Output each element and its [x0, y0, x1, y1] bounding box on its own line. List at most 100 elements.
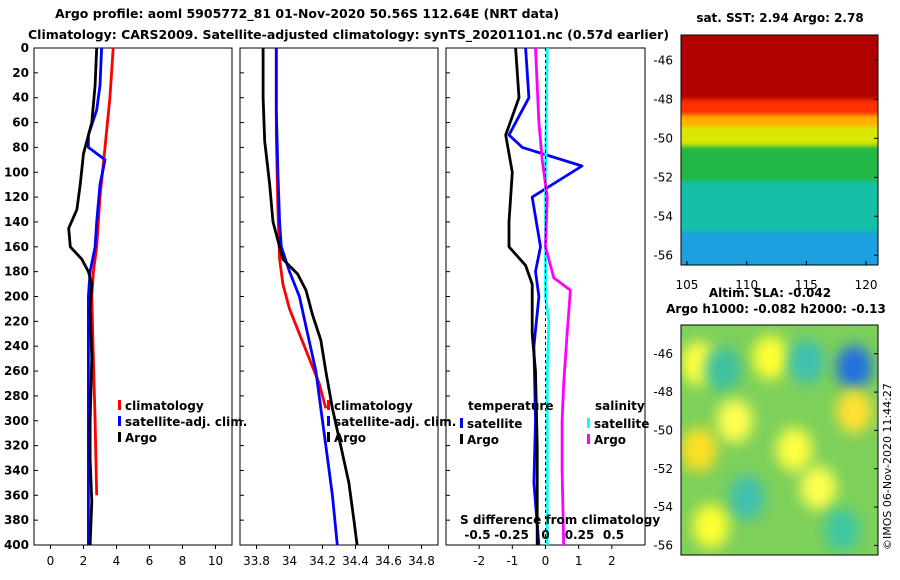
difference-legend-label: satellite	[594, 417, 649, 431]
sst-lon-tick-label: 115	[795, 278, 818, 292]
sst-lon-tick-label: 105	[676, 278, 699, 292]
sst-map-frame	[680, 34, 879, 266]
sst-map-title: sat. SST: 2.94 Argo: 2.78	[696, 11, 863, 25]
sla-lat-tick-label: -50	[653, 423, 673, 437]
temperature-legend-label: climatology	[125, 399, 204, 413]
sla-anomaly-patch	[692, 504, 729, 549]
salinity-legend-label: Argo	[334, 431, 366, 445]
temperature-x-tick-label: 10	[208, 554, 223, 568]
temperature-x-tick-label: 8	[179, 554, 187, 568]
salinity-x-tick-label: 34.2	[309, 554, 336, 568]
difference-legend-temperature-header: temperature	[468, 399, 553, 413]
temperature-legend-swatch	[118, 400, 121, 410]
sla-anomaly-patch	[800, 465, 837, 510]
depth-tick-label: 260	[4, 364, 29, 378]
difference-legend-swatch	[460, 434, 463, 444]
sla-map-frame	[680, 324, 879, 556]
sst-lat-tick-label: -46	[653, 53, 673, 67]
sst-lat-tick-label: -52	[653, 170, 673, 184]
difference-series-line-temperature-argo	[504, 47, 539, 545]
difference-series-line-salinity-argo	[534, 47, 572, 546]
salinity-series-line-climatology	[274, 48, 328, 409]
credit-text: ©IMOS 06-Nov-2020 11:44:27	[881, 383, 894, 550]
sla-lat-tick-label: -56	[653, 538, 673, 552]
temperature-plot-frame	[33, 47, 233, 546]
depth-tick-label: 320	[4, 439, 29, 453]
sst-color-band	[681, 231, 878, 265]
sla-anomaly-patch	[752, 335, 789, 380]
depth-tick-label: 20	[12, 66, 29, 80]
salinity-x-tick-label: 33.8	[243, 554, 270, 568]
difference-x-tick-label: 1	[575, 554, 583, 568]
difference-secondary-tick-label: -0.25	[494, 528, 529, 542]
sla-anomaly-patch	[776, 427, 813, 472]
sla-map-image	[681, 325, 878, 555]
difference-legend-swatch	[587, 434, 590, 444]
depth-tick-label: 140	[4, 215, 29, 229]
depth-tick-label: 280	[4, 389, 29, 403]
sst-lat-tick-label: -48	[653, 92, 673, 106]
depth-tick-label: 180	[4, 265, 29, 279]
temperature-legend-label: Argo	[125, 431, 157, 445]
difference-x-tick-label: -2	[473, 554, 485, 568]
sla-anomaly-patch	[836, 345, 873, 390]
salinity-legend-label: satellite-adj. clim.	[334, 415, 456, 429]
sst-color-band	[681, 35, 878, 108]
salinity-series-line-satellite-adj-clim-	[274, 48, 339, 546]
sla-anomaly-patch	[704, 347, 741, 392]
salinity-plot-frame	[239, 47, 439, 546]
difference-legend-label: satellite	[467, 417, 522, 431]
figure-title-line-2: Climatology: CARS2009. Satellite-adjuste…	[28, 27, 670, 42]
difference-x-tick-label: 2	[608, 554, 616, 568]
sla-lat-tick-label: -46	[653, 347, 673, 361]
temperature-series-line-argo	[67, 47, 99, 546]
sla-anomaly-patch	[836, 389, 873, 434]
sla-lat-tick-label: -52	[653, 462, 673, 476]
depth-tick-label: 220	[4, 314, 29, 328]
salinity-legend-label: climatology	[334, 399, 413, 413]
sla-anomaly-patch	[728, 475, 765, 520]
sla-map-title: Altim. SLA: -0.042	[709, 286, 831, 300]
salinity-legend-swatch	[327, 432, 330, 442]
sst-lon-tick-label: 120	[855, 278, 878, 292]
sst-map-image	[681, 35, 878, 265]
sla-lat-tick-label: -48	[653, 385, 673, 399]
depth-tick-label: 60	[12, 116, 29, 130]
sla-anomaly-patch	[716, 398, 753, 443]
depth-tick-label: 380	[4, 513, 29, 527]
difference-series-line-salinity-satellite	[544, 47, 551, 545]
temperature-legend-swatch	[118, 416, 121, 426]
sst-lat-tick-label: -56	[653, 248, 673, 262]
depth-tick-label: 100	[4, 165, 29, 179]
depth-tick-label: 300	[4, 414, 29, 428]
difference-legend-swatch	[460, 418, 463, 428]
sla-anomaly-patch	[788, 339, 825, 384]
temperature-series-line-climatology	[90, 47, 115, 496]
difference-secondary-tick-label: 0	[541, 528, 549, 542]
sst-lat-tick-label: -54	[653, 209, 673, 223]
depth-tick-label: 360	[4, 488, 29, 502]
difference-secondary-tick-label: -0.5	[464, 528, 490, 542]
depth-tick-label: 400	[4, 538, 29, 552]
difference-xlabel: S difference from climatology	[460, 513, 660, 527]
salinity-x-tick-label: 34	[282, 554, 297, 568]
temperature-x-tick-label: 2	[80, 554, 88, 568]
difference-secondary-tick-label: 0.25	[565, 528, 595, 542]
sst-lat-tick-label: -50	[653, 131, 673, 145]
salinity-series-line-argo	[261, 48, 359, 546]
sla-lat-tick-label: -54	[653, 500, 673, 514]
figure-title-line-1: Argo profile: aoml 5905772_81 01-Nov-202…	[55, 6, 560, 21]
difference-x-tick-label: -1	[506, 554, 518, 568]
difference-secondary-tick-label: 0.5	[603, 528, 624, 542]
depth-tick-label: 200	[4, 290, 29, 304]
depth-tick-label: 160	[4, 240, 29, 254]
difference-legend-swatch	[587, 418, 590, 428]
depth-tick-label: 80	[12, 140, 29, 154]
temperature-x-tick-label: 4	[113, 554, 121, 568]
depth-tick-label: 120	[4, 190, 29, 204]
depth-tick-label: 240	[4, 339, 29, 353]
sla-map-subtitle: Argo h1000: -0.082 h2000: -0.13	[666, 302, 886, 316]
difference-legend-label: Argo	[594, 433, 626, 447]
temperature-x-tick-label: 6	[146, 554, 154, 568]
